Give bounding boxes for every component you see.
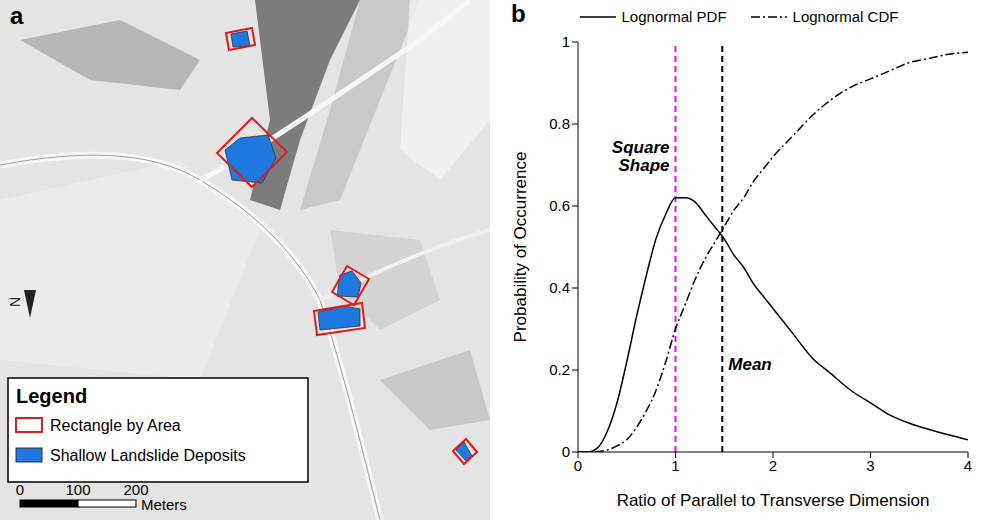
svg-text:0.6: 0.6 <box>549 197 570 214</box>
html-text:Lognormal CDF: Lognormal CDF <box>792 8 899 25</box>
svg-text:Meters: Meters <box>141 496 187 513</box>
svg-text:Legend: Legend <box>16 385 87 407</box>
html-text:b: b <box>511 0 526 27</box>
svg-text:2: 2 <box>769 457 777 474</box>
svg-text:0: 0 <box>16 481 24 498</box>
svg-text:0.8: 0.8 <box>549 115 570 132</box>
svg-text:0.2: 0.2 <box>549 361 570 378</box>
svg-text:Mean: Mean <box>728 355 771 374</box>
html-text:Lognormal PDF: Lognormal PDF <box>621 8 727 25</box>
svg-text:Rectangle by Area: Rectangle by Area <box>50 417 181 434</box>
svg-text:1: 1 <box>671 457 679 474</box>
svg-text:N: N <box>7 297 23 307</box>
svg-text:200: 200 <box>123 481 149 498</box>
svg-text:3: 3 <box>866 457 874 474</box>
svg-text:Shape: Shape <box>618 156 669 175</box>
svg-text:0: 0 <box>562 443 570 460</box>
svg-text:0.4: 0.4 <box>549 279 570 296</box>
svg-text:Shallow Landslide Deposits: Shallow Landslide Deposits <box>50 447 246 464</box>
svg-text:Ratio of Parallel to Transvers: Ratio of Parallel to Transverse Dimensio… <box>617 491 930 510</box>
svg-text:1: 1 <box>562 33 570 50</box>
svg-text:4: 4 <box>964 457 972 474</box>
svg-text:0: 0 <box>574 457 582 474</box>
svg-text:100: 100 <box>65 481 90 498</box>
svg-text:a: a <box>10 2 24 29</box>
svg-text:Probability of Occurrence: Probability of Occurrence <box>511 152 530 343</box>
svg-text:Square: Square <box>612 138 670 157</box>
